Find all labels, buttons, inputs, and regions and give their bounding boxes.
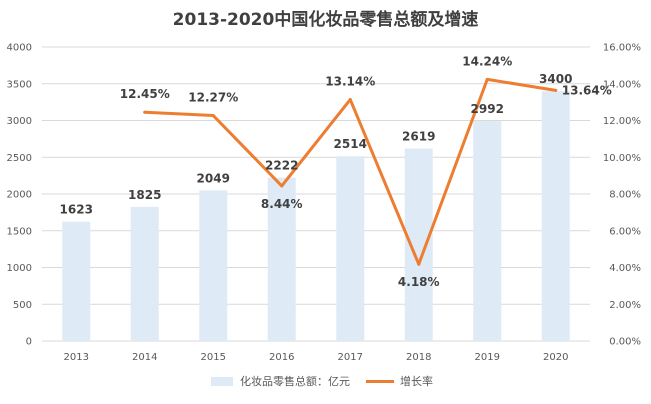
line-value-label: 14.24% — [462, 54, 512, 68]
bar — [336, 156, 365, 341]
y-left-tick-label: 1000 — [7, 263, 32, 274]
bar — [541, 91, 570, 341]
bar — [404, 148, 433, 341]
line-value-label: 13.14% — [325, 75, 375, 89]
x-tick-label: 2018 — [406, 352, 431, 363]
bar-value-label: 1623 — [60, 203, 93, 217]
x-tick-label: 2019 — [475, 352, 500, 363]
x-tick-label: 2014 — [132, 352, 157, 363]
y-left-tick-label: 3000 — [7, 116, 32, 127]
legend-swatch-bar — [211, 377, 233, 386]
bar-value-label: 2992 — [471, 102, 504, 116]
y-left-tick-label: 2000 — [7, 190, 32, 201]
y-right-tick-label: 8.00% — [609, 190, 641, 201]
line-point — [143, 110, 147, 114]
y-left-tick-label: 3500 — [7, 79, 32, 90]
y-right-tick-label: 2.00% — [609, 300, 641, 311]
y-right-tick-label: 6.00% — [609, 226, 641, 237]
bar-value-label: 2514 — [334, 137, 367, 151]
line-point — [485, 77, 489, 81]
bar-series — [62, 91, 570, 341]
line-value-label: 4.18% — [398, 275, 440, 289]
y-right-tick-label: 0.00% — [609, 337, 641, 348]
y-left-tick-label: 4000 — [7, 43, 32, 54]
line-value-label: 12.45% — [120, 87, 170, 101]
line-point — [417, 262, 421, 266]
legend-label-line: 增长率 — [400, 374, 433, 388]
bar — [199, 190, 228, 341]
y-left-tick-label: 1500 — [7, 226, 32, 237]
chart-title: 2013-2020中国化妆品零售总额及增速 — [173, 9, 479, 30]
y-left-tick-label: 0 — [26, 337, 32, 348]
bar-value-label: 2049 — [197, 171, 230, 185]
bar-value-label: 2619 — [402, 130, 435, 144]
y-left-tick-label: 2500 — [7, 153, 32, 164]
x-tick-label: 2020 — [543, 352, 568, 363]
line-series — [143, 77, 558, 266]
line-value-label: 12.27% — [188, 91, 238, 105]
data-labels: 1623 1825 2049 2222 2514 2619 2992 3400 12.45% 12… — [60, 54, 612, 289]
y-right-tick-label: 16.00% — [603, 43, 641, 54]
axes: 0 500 1000 1500 2000 2500 3000 3500 4000 0.00% 2.0… — [7, 43, 641, 364]
bar — [130, 206, 159, 341]
line-point — [211, 114, 215, 118]
bar — [267, 177, 296, 341]
bar-value-label: 2222 — [265, 159, 298, 173]
bar — [62, 221, 91, 341]
legend-label-bar: 化妆品零售总额：亿元 — [240, 374, 350, 388]
bar — [473, 121, 502, 341]
line-point — [554, 88, 558, 92]
y-right-tick-label: 10.00% — [603, 153, 641, 164]
x-tick-label: 2017 — [338, 352, 363, 363]
y-right-tick-label: 4.00% — [609, 263, 641, 274]
line-value-label: 13.64% — [562, 83, 612, 97]
x-tick-label: 2013 — [64, 352, 89, 363]
line-point — [280, 184, 284, 188]
y-left-tick-label: 500 — [13, 300, 32, 311]
line-value-label: 8.44% — [261, 197, 303, 211]
line-point — [348, 98, 352, 102]
bar-value-label: 1825 — [128, 188, 161, 202]
bar-value-label: 3400 — [539, 72, 572, 86]
legend: 化妆品零售总额：亿元 增长率 — [211, 374, 433, 388]
x-tick-label: 2015 — [201, 352, 226, 363]
y-right-tick-label: 14.00% — [603, 79, 641, 90]
x-tick-label: 2016 — [269, 352, 294, 363]
y-right-tick-label: 12.00% — [603, 116, 641, 127]
